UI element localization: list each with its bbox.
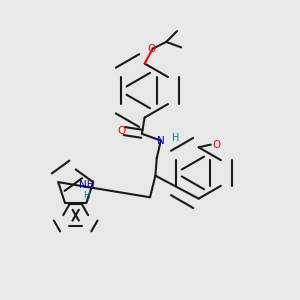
Text: O: O <box>212 140 220 150</box>
Text: H: H <box>83 191 90 200</box>
Text: NH: NH <box>79 180 94 190</box>
Text: N: N <box>157 136 165 146</box>
Text: H: H <box>172 133 179 143</box>
Text: O: O <box>118 126 126 136</box>
Text: O: O <box>147 44 155 54</box>
